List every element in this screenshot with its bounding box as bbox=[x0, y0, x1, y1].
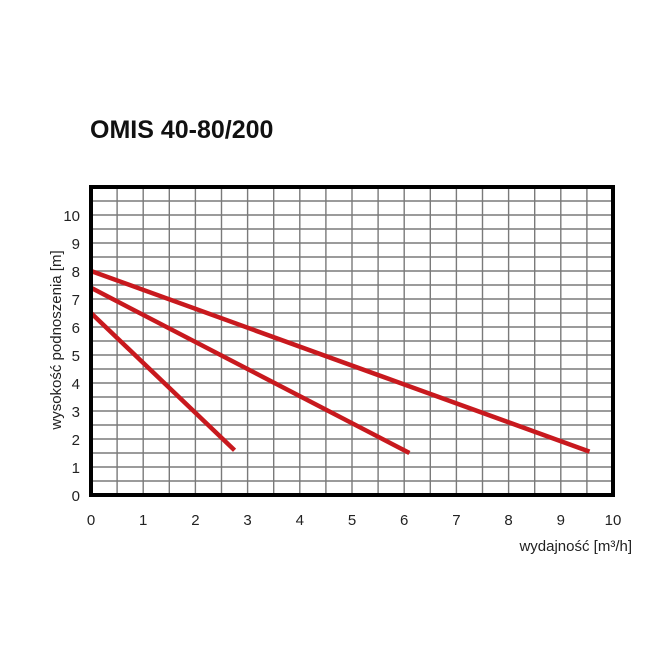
x-tick-label: 1 bbox=[139, 512, 147, 529]
series-line-3 bbox=[90, 268, 591, 454]
y-tick-label: 9 bbox=[72, 236, 80, 253]
x-tick-label: 8 bbox=[504, 512, 512, 529]
chart-title: OMIS 40-80/200 bbox=[90, 116, 274, 144]
series-line-1 bbox=[89, 311, 237, 452]
x-tick-label: 3 bbox=[243, 512, 251, 529]
x-tick-label: 5 bbox=[348, 512, 356, 529]
y-tick-label: 5 bbox=[72, 348, 80, 365]
y-tick-label: 7 bbox=[72, 292, 80, 309]
x-tick-label: 0 bbox=[87, 512, 95, 529]
y-tick-label: 4 bbox=[72, 376, 80, 393]
x-tick-label: 10 bbox=[605, 512, 622, 529]
y-tick-label: 6 bbox=[72, 320, 80, 337]
y-tick-label: 1 bbox=[72, 460, 80, 477]
x-tick-label: 6 bbox=[400, 512, 408, 529]
series-line-2 bbox=[89, 285, 411, 455]
plot-frame bbox=[89, 185, 615, 497]
x-tick-label: 2 bbox=[191, 512, 199, 529]
y-tick-label: 10 bbox=[63, 208, 80, 225]
x-tick-label: 9 bbox=[557, 512, 565, 529]
x-tick-label: 4 bbox=[296, 512, 304, 529]
x-tick-label: 7 bbox=[452, 512, 460, 529]
x-axis-label: wydajność [m³/h] bbox=[519, 538, 632, 555]
y-tick-label: 2 bbox=[72, 432, 80, 449]
y-tick-label: 8 bbox=[72, 264, 80, 281]
y-tick-label: 3 bbox=[72, 404, 80, 421]
y-tick-label: 0 bbox=[72, 488, 80, 505]
